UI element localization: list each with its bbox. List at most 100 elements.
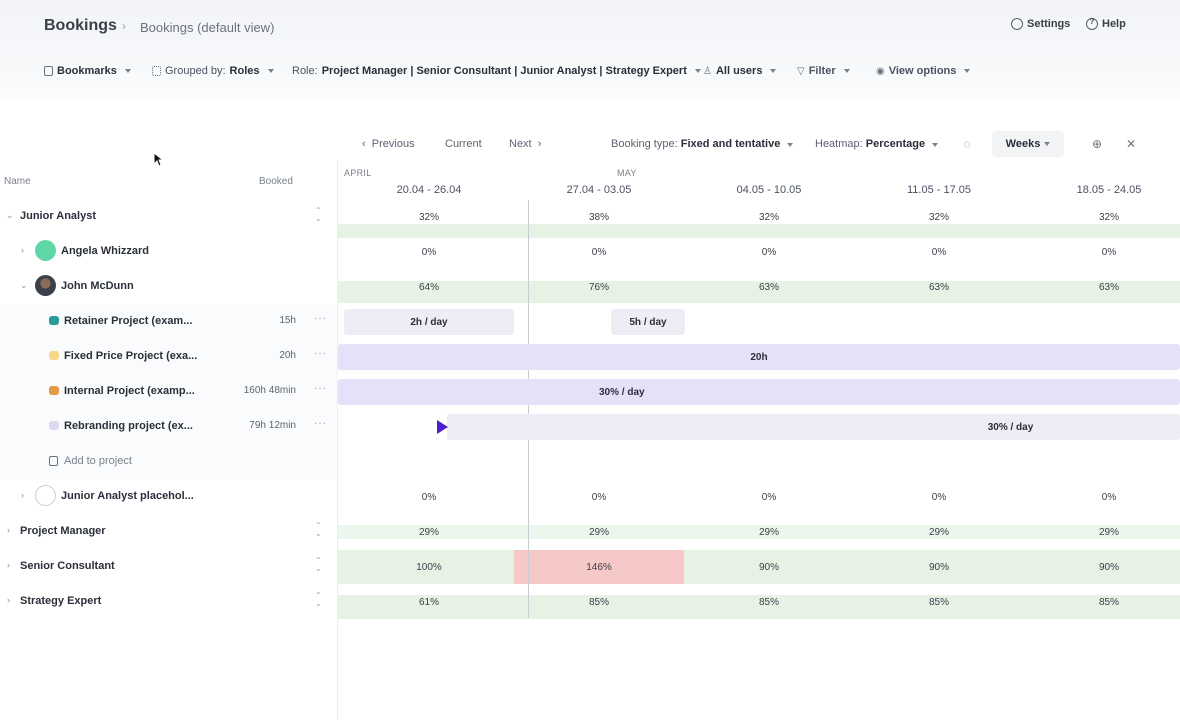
percentage-cell[interactable]: 76% <box>588 282 609 293</box>
percentage-cell[interactable]: 85% <box>758 597 779 608</box>
settings-button[interactable]: Settings <box>1011 18 1070 30</box>
percentage-cell[interactable]: 29% <box>588 527 609 538</box>
chevron-down-icon[interactable]: ⌄ <box>6 210 14 220</box>
percentage-cell[interactable]: 29% <box>928 527 949 538</box>
group-row-senior-consultant[interactable]: › Senior Consultant ⌃ ⌄ <box>0 549 337 584</box>
percentage-cell[interactable]: 32% <box>758 212 779 223</box>
help-button[interactable]: Help <box>1086 17 1126 30</box>
percentage-cell[interactable]: 0% <box>591 492 607 503</box>
grouped-by-dropdown[interactable]: Grouped by: Roles <box>152 65 274 77</box>
more-icon[interactable]: ··· <box>314 313 327 324</box>
collapse-arrows-icon[interactable]: ⌃ ⌄ <box>315 206 322 223</box>
project-row-retainer[interactable]: Retainer Project (exam... 15h ··· <box>0 304 337 339</box>
percentage-cell[interactable]: 90% <box>1098 562 1119 573</box>
play-icon[interactable] <box>437 420 448 434</box>
comment-icon[interactable]: ◌ <box>963 137 971 151</box>
percentage-cell[interactable]: 29% <box>758 527 779 538</box>
heatmap-band <box>338 595 1180 619</box>
expand-arrows-icon[interactable]: ⌃ ⌄ <box>315 591 322 608</box>
percentage-cell[interactable]: 85% <box>1098 597 1119 608</box>
chevron-right-icon[interactable]: › <box>7 560 10 570</box>
percentage-cell[interactable]: 63% <box>928 282 949 293</box>
percentage-cell[interactable]: 0% <box>591 247 607 258</box>
role-filter-dropdown[interactable]: Role: Project Manager | Senior Consultan… <box>292 65 701 77</box>
percentage-cell[interactable]: 90% <box>928 562 949 573</box>
more-icon[interactable]: ··· <box>314 348 327 359</box>
group-row-strategy-expert[interactable]: › Strategy Expert ⌃ ⌄ <box>0 584 337 619</box>
expand-arrows-icon[interactable]: ⌃ ⌄ <box>315 556 322 573</box>
percentage-cell[interactable]: 61% <box>418 597 439 608</box>
weeks-dropdown[interactable]: Weeks <box>992 131 1064 157</box>
group-row-project-manager[interactable]: › Project Manager ⌃ ⌄ <box>0 514 337 549</box>
collapse-icon[interactable]: ✕ <box>1125 137 1137 151</box>
percentage-cell[interactable]: 0% <box>421 247 437 258</box>
percentage-cell[interactable]: 63% <box>758 282 779 293</box>
percentage-cell[interactable]: 0% <box>931 492 947 503</box>
view-options-button[interactable]: ◉ View options <box>876 65 971 77</box>
next-label: Next <box>509 138 532 150</box>
next-button[interactable]: Next › <box>509 138 541 150</box>
chevron-right-icon[interactable]: › <box>21 490 24 500</box>
booking-bar[interactable]: 5h / day <box>611 309 685 335</box>
breadcrumb[interactable]: Bookings (default view) <box>140 20 275 35</box>
users-dropdown[interactable]: ♙ All users <box>703 65 777 77</box>
cursor-icon <box>153 152 163 167</box>
week-header: 27.04 - 03.05 <box>566 184 632 196</box>
percentage-cell[interactable]: 85% <box>928 597 949 608</box>
booking-type-value: Fixed and tentative <box>680 138 781 150</box>
bookmarks-button[interactable]: Bookmarks <box>44 65 131 77</box>
percentage-cell[interactable]: 38% <box>588 212 609 223</box>
percentage-cell[interactable]: 0% <box>1101 247 1117 258</box>
placeholder-avatar-icon <box>35 485 56 506</box>
month-label: MAY <box>617 168 637 178</box>
filter-button[interactable]: ▽ Filter <box>797 65 850 77</box>
zoom-icon[interactable]: ⊕ <box>1091 137 1103 151</box>
booked-value: 79h 12min <box>249 420 296 431</box>
percentage-cell[interactable]: 90% <box>758 562 779 573</box>
booking-bar[interactable]: 2h / day <box>344 309 514 335</box>
percentage-cell[interactable]: 146% <box>586 562 612 573</box>
percentage-cell[interactable]: 63% <box>1098 282 1119 293</box>
booking-type-dropdown[interactable]: Booking type: Fixed and tentative <box>611 138 794 150</box>
booking-bar[interactable]: 20h <box>338 344 1180 370</box>
chevron-right-icon[interactable]: › <box>7 595 10 605</box>
more-icon[interactable]: ··· <box>314 383 327 394</box>
percentage-cell[interactable]: 100% <box>416 562 442 573</box>
person-row-angela[interactable]: › Angela Whizzard <box>0 234 337 269</box>
percentage-cell[interactable]: 0% <box>1101 492 1117 503</box>
overbooked-cell[interactable] <box>514 550 684 584</box>
percentage-cell[interactable]: 32% <box>418 212 439 223</box>
pane-divider[interactable] <box>337 160 338 720</box>
avatar <box>35 240 56 261</box>
chevron-right-icon[interactable]: › <box>21 245 24 255</box>
project-row-rebranding[interactable]: Rebranding project (ex... 79h 12min ··· <box>0 409 337 444</box>
percentage-cell[interactable]: 29% <box>418 527 439 538</box>
previous-button[interactable]: ‹ Previous <box>362 138 415 150</box>
project-row-fixed-price[interactable]: Fixed Price Project (exa... 20h ··· <box>0 339 337 374</box>
person-row-john[interactable]: ⌄ John McDunn <box>0 269 337 304</box>
current-button[interactable]: Current <box>445 138 482 150</box>
expand-arrows-icon[interactable]: ⌃ ⌄ <box>315 521 322 538</box>
chevron-down-icon <box>843 69 850 73</box>
percentage-cell[interactable]: 32% <box>928 212 949 223</box>
chevron-right-icon[interactable]: › <box>7 525 10 535</box>
percentage-cell[interactable]: 0% <box>421 492 437 503</box>
percentage-cell[interactable]: 64% <box>418 282 439 293</box>
percentage-cell[interactable]: 29% <box>1098 527 1119 538</box>
more-icon[interactable]: ··· <box>314 418 327 429</box>
percentage-cell[interactable]: 32% <box>1098 212 1119 223</box>
person-row-placeholder[interactable]: › Junior Analyst placehol... <box>0 479 337 514</box>
percentage-cell[interactable]: 0% <box>761 247 777 258</box>
filter-icon: ▽ <box>797 65 805 77</box>
bar-label: 2h / day <box>410 316 448 328</box>
percentage-cell[interactable]: 0% <box>931 247 947 258</box>
project-row-internal[interactable]: Internal Project (examp... 160h 48min ··… <box>0 374 337 409</box>
add-to-project-row[interactable]: Add to project <box>0 444 337 479</box>
chevron-down-icon[interactable]: ⌄ <box>20 280 28 290</box>
percentage-cell[interactable]: 85% <box>588 597 609 608</box>
heatmap-dropdown[interactable]: Heatmap: Percentage <box>815 138 939 150</box>
booking-bar[interactable]: 30% / day <box>338 379 1180 405</box>
booking-bar[interactable]: 30% / day <box>447 414 1180 440</box>
group-row-junior-analyst[interactable]: ⌄ Junior Analyst ⌃ ⌄ <box>0 199 337 234</box>
percentage-cell[interactable]: 0% <box>761 492 777 503</box>
